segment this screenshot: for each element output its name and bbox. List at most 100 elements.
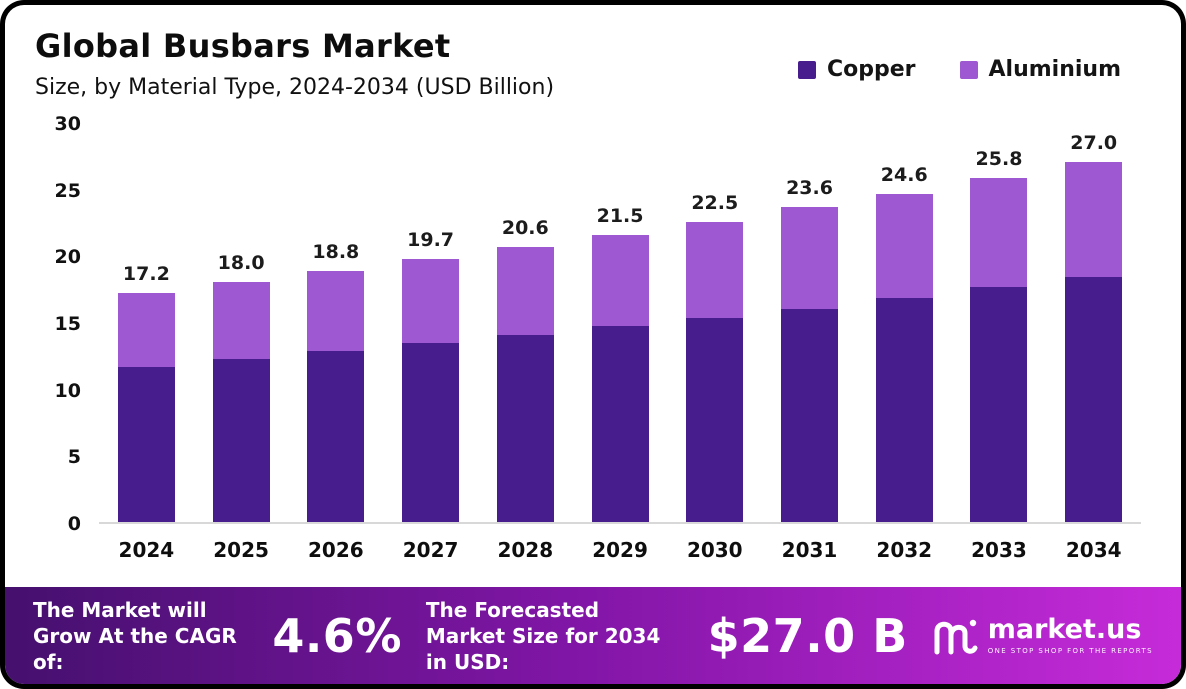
bar-2027 — [402, 259, 460, 522]
bar-total-label: 25.8 — [975, 148, 1023, 171]
legend-label-copper: Copper — [826, 57, 916, 82]
bar-column-2032: 24.6 — [857, 124, 952, 522]
bar-total-label: 27.0 — [1070, 132, 1118, 155]
bar-total-label: 22.5 — [691, 192, 739, 214]
bar-segment-copper — [1065, 276, 1123, 522]
plot-wrap: 0 5 10 15 20 25 30 17.2 18.0 18.8 19.7 20.6 21.5 22.… — [35, 113, 1141, 535]
x-tick-2028: 2028 — [497, 538, 554, 562]
bar-segment-copper — [591, 326, 649, 522]
brand-name: market.us — [987, 614, 1142, 645]
y-tick-label: 5 — [67, 446, 81, 469]
forecast-label: The Forecasted Market Size for 2034 in U… — [425, 597, 661, 674]
market-us-logo-icon — [934, 619, 978, 654]
chart-title: Global Busbars Market — [35, 27, 451, 65]
y-tick-label: 0 — [67, 513, 81, 535]
bar-2024 — [117, 292, 175, 522]
bar-2029 — [591, 235, 649, 522]
bars-row: 17.2 18.0 18.8 19.7 20.6 21.5 22.5 23.6 24.6 25.8… — [99, 124, 1141, 522]
bar-segment-copper — [686, 318, 744, 522]
bar-segment-aluminium — [591, 235, 649, 326]
bar-segment-copper — [875, 298, 933, 522]
bar-segment-copper — [212, 359, 270, 522]
x-tick-2031: 2031 — [781, 538, 838, 562]
x-axis: 2024 2025 2026 2027 2028 2029 2030 2031 2032 2033… — [99, 538, 1141, 572]
brand: market.us ONE STOP SHOP FOR THE REPORTS — [932, 616, 1153, 656]
y-tick-label: 30 — [54, 113, 81, 135]
bar-segment-aluminium — [212, 282, 270, 360]
bar-2032 — [875, 194, 933, 522]
x-tick-2032: 2032 — [876, 538, 933, 562]
bar-2034 — [1065, 162, 1123, 522]
bar-segment-aluminium — [875, 194, 933, 298]
bar-column-2024: 17.2 — [99, 124, 194, 522]
bar-2028 — [496, 247, 554, 522]
bar-column-2027: 19.7 — [383, 124, 478, 522]
bar-2030 — [686, 222, 744, 522]
bar-column-2029: 21.5 — [573, 124, 668, 522]
bar-column-2034: 27.0 — [1046, 124, 1141, 522]
x-tick-2034: 2034 — [1065, 538, 1122, 562]
bar-segment-copper — [402, 343, 460, 522]
plot-area: 17.2 18.0 18.8 19.7 20.6 21.5 22.5 23.6 24.6 25.8… — [99, 124, 1141, 524]
bar-segment-aluminium — [1065, 162, 1123, 277]
chart-subtitle: Size, by Material Type, 2024-2034 (USD B… — [35, 75, 555, 100]
bar-total-label: 19.7 — [407, 229, 455, 252]
x-tick-2026: 2026 — [308, 538, 364, 562]
cagr-value: 4.6% — [272, 608, 402, 663]
bar-total-label: 18.0 — [217, 252, 265, 275]
bar-column-2031: 23.6 — [762, 124, 857, 522]
bar-segment-copper — [496, 335, 554, 522]
bar-2026 — [307, 271, 365, 522]
bar-column-2033: 25.8 — [952, 124, 1047, 522]
bar-total-label: 18.8 — [312, 241, 360, 264]
bar-segment-aluminium — [402, 259, 460, 344]
x-tick-2027: 2027 — [402, 538, 459, 562]
infographic-body: Global Busbars Market Size, by Material … — [5, 5, 1181, 684]
bar-2025 — [212, 282, 270, 522]
bar-segment-copper — [970, 287, 1028, 522]
bar-total-label: 21.5 — [596, 205, 644, 228]
brand-tagline: ONE STOP SHOP FOR THE REPORTS — [987, 647, 1153, 655]
y-axis: 0 5 10 15 20 25 30 — [35, 113, 99, 535]
x-tick-2024: 2024 — [118, 538, 175, 562]
chart-legend: Copper Aluminium — [797, 57, 1121, 82]
x-tick-2029: 2029 — [592, 538, 648, 562]
bar-segment-aluminium — [686, 222, 744, 318]
footer-banner: The Market will Grow At the CAGR of: 4.6… — [5, 587, 1181, 684]
bar-segment-aluminium — [970, 178, 1028, 288]
x-tick-2030: 2030 — [686, 538, 743, 562]
bar-2033 — [970, 178, 1028, 522]
bar-column-2026: 18.8 — [288, 124, 383, 522]
legend-item-copper: Copper — [797, 57, 916, 82]
chart-section: Global Busbars Market Size, by Material … — [5, 5, 1181, 587]
bar-2031 — [781, 207, 838, 522]
forecast-value: $27.0 B — [707, 608, 908, 663]
x-tick-2025: 2025 — [213, 538, 269, 562]
y-tick-label: 15 — [54, 313, 81, 335]
bar-total-label: 23.6 — [786, 177, 833, 200]
bar-total-label: 20.6 — [501, 217, 549, 240]
bar-segment-aluminium — [307, 271, 365, 352]
bar-column-2030: 22.5 — [667, 124, 762, 522]
bar-total-label: 24.6 — [880, 164, 928, 186]
brand-text: market.us ONE STOP SHOP FOR THE REPORTS — [988, 616, 1153, 655]
bar-segment-copper — [307, 351, 365, 522]
legend-item-aluminium: Aluminium — [959, 57, 1121, 82]
bar-segment-aluminium — [496, 247, 554, 336]
legend-swatch-aluminium — [959, 60, 978, 79]
x-tick-2033: 2033 — [971, 538, 1027, 562]
y-tick-label: 20 — [54, 246, 81, 269]
bar-column-2028: 20.6 — [478, 124, 573, 522]
bar-segment-copper — [781, 308, 838, 522]
bar-column-2025: 18.0 — [194, 124, 289, 522]
bar-segment-aluminium — [781, 207, 838, 309]
legend-label-aluminium: Aluminium — [988, 57, 1121, 82]
legend-swatch-copper — [797, 60, 816, 79]
bar-segment-copper — [117, 367, 175, 522]
bar-segment-aluminium — [117, 292, 175, 368]
y-tick-label: 10 — [54, 379, 81, 402]
cagr-label: The Market will Grow At the CAGR of: — [33, 597, 237, 674]
bar-total-label: 17.2 — [122, 262, 170, 285]
y-tick-label: 25 — [54, 179, 81, 202]
